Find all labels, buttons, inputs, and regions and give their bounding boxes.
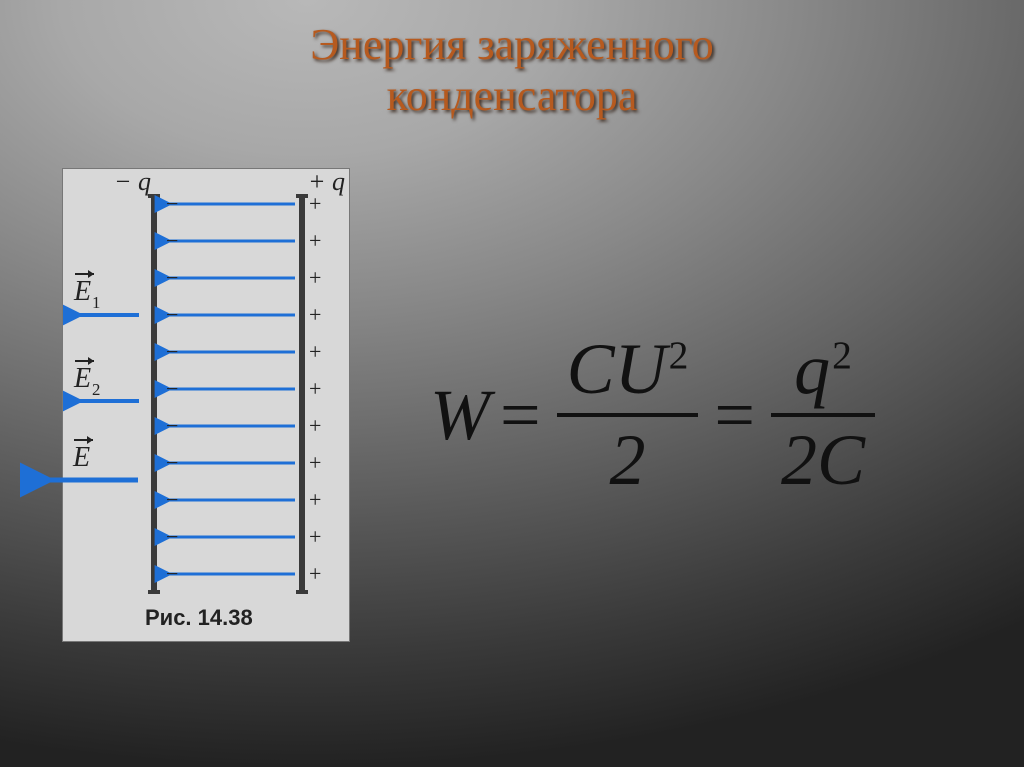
svg-text:−: − bbox=[166, 228, 178, 253]
svg-text:+: + bbox=[309, 376, 321, 401]
svg-text:−: − bbox=[166, 302, 178, 327]
term1-numerator: CU2 bbox=[557, 330, 699, 409]
svg-text:−: − bbox=[166, 450, 178, 475]
formula-term1: CU2 2 bbox=[557, 330, 699, 500]
svg-text:+: + bbox=[309, 302, 321, 327]
svg-text:2: 2 bbox=[92, 380, 100, 399]
svg-text:+ q: + q bbox=[308, 169, 345, 196]
fraction-bar bbox=[771, 413, 875, 417]
svg-text:+: + bbox=[309, 524, 321, 549]
svg-text:+: + bbox=[309, 413, 321, 438]
energy-formula: W = CU2 2 = q2 2C bbox=[430, 330, 881, 500]
title-line2: конденсатора bbox=[0, 71, 1024, 122]
term1-denominator: 2 bbox=[600, 421, 656, 500]
svg-text:−: − bbox=[166, 524, 178, 549]
svg-text:+: + bbox=[309, 265, 321, 290]
svg-text:−: − bbox=[166, 376, 178, 401]
svg-text:−: − bbox=[166, 413, 178, 438]
title-line1: Энергия заряженного bbox=[0, 20, 1024, 71]
svg-text:− q: − q bbox=[114, 169, 151, 196]
svg-text:Рис. 14.38: Рис. 14.38 bbox=[145, 605, 253, 630]
svg-text:+: + bbox=[309, 339, 321, 364]
svg-text:−: − bbox=[166, 191, 178, 216]
svg-text:−: − bbox=[166, 339, 178, 364]
svg-text:+: + bbox=[309, 487, 321, 512]
formula-term2: q2 2C bbox=[771, 330, 875, 500]
svg-text:+: + bbox=[309, 450, 321, 475]
formula-lhs: W bbox=[430, 374, 490, 457]
equals-sign: = bbox=[500, 374, 541, 457]
svg-text:−: − bbox=[166, 265, 178, 290]
svg-text:−: − bbox=[166, 561, 178, 586]
svg-text:1: 1 bbox=[92, 293, 100, 312]
term2-numerator: q2 bbox=[784, 330, 862, 409]
svg-text:+: + bbox=[309, 561, 321, 586]
svg-text:−: − bbox=[166, 487, 178, 512]
fraction-bar bbox=[557, 413, 699, 417]
slide-title: Энергия заряженного конденсатора bbox=[0, 20, 1024, 121]
svg-text:+: + bbox=[309, 228, 321, 253]
capacitor-diagram: −+−+−+−+−+−+−+−+−+−+−+− q+ qE1E2Рис. 14.… bbox=[62, 168, 350, 642]
svg-text:E: E bbox=[73, 363, 91, 394]
term2-denominator: 2C bbox=[771, 421, 875, 500]
svg-text:E: E bbox=[73, 276, 91, 307]
capacitor-svg: −+−+−+−+−+−+−+−+−+−+−+− q+ qE1E2Рис. 14.… bbox=[63, 169, 349, 641]
slide: Энергия заряженного конденсатора − + − + − + −… bbox=[0, 0, 1024, 767]
equals-sign-2: = bbox=[714, 374, 755, 457]
